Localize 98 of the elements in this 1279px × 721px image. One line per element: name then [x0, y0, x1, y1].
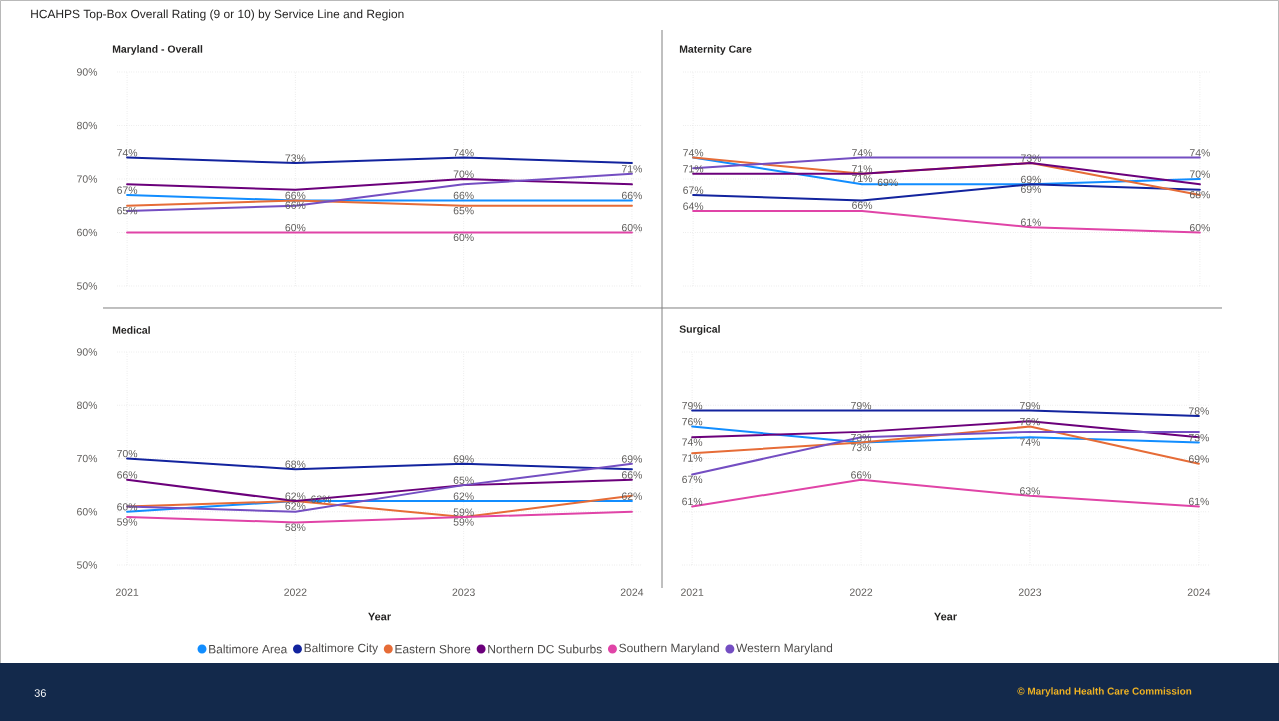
data-label: 69% [621, 455, 642, 463]
text: © Maryland Health Care Commission [1017, 687, 1192, 697]
data-label: 68% [285, 460, 306, 468]
text: 36 [34, 689, 46, 697]
data-label: 74% [852, 149, 873, 157]
data-label: 59% [117, 518, 138, 526]
legend-label: Eastern Shore [395, 644, 471, 654]
data-label: 66% [117, 471, 138, 479]
y-tick-label: 90% [77, 348, 98, 356]
data-label: 74% [117, 149, 138, 157]
data-label: 67% [683, 186, 704, 194]
data-label: 66% [852, 201, 873, 210]
data-label: 73% [851, 433, 872, 442]
data-label: 70% [453, 170, 474, 178]
data-label: 65% [453, 206, 474, 215]
data-label: 62% [621, 492, 642, 500]
data-label: 58% [285, 523, 306, 532]
data-label: 78% [1188, 407, 1209, 415]
data-label: 61% [1188, 497, 1209, 506]
data-label: 76% [682, 417, 703, 426]
data-label: 61% [1021, 218, 1042, 226]
y-tick-label: 60% [77, 508, 98, 516]
y-tick-label: 80% [77, 121, 98, 130]
data-label: 70% [1189, 170, 1210, 178]
legend-label: Southern Maryland [619, 643, 719, 655]
data-label: 71% [852, 165, 873, 173]
data-label: 76% [1020, 417, 1041, 426]
data-label: 62% [311, 495, 332, 503]
data-label: 60% [453, 233, 474, 242]
data-label: 73% [851, 443, 872, 452]
x-axis-title: Year [934, 612, 957, 621]
data-label: 69% [453, 455, 474, 463]
data-label: 69% [1021, 175, 1042, 184]
data-label: 60% [1189, 223, 1210, 232]
y-tick-label: 70% [77, 454, 98, 463]
legend-label: Baltimore City [304, 643, 379, 655]
data-label: 62% [285, 492, 306, 500]
data-label: 79% [682, 401, 703, 410]
y-tick-label: 50% [76, 282, 98, 290]
data-label: 67% [117, 186, 138, 194]
chart-title: Medical [112, 326, 150, 334]
data-label: 65% [117, 206, 138, 215]
data-label: 67% [682, 475, 703, 484]
x-tick-label: 2022 [284, 588, 307, 596]
data-label: 74% [1020, 438, 1041, 446]
legend-label: Baltimore Area [209, 644, 288, 654]
legend-label: Northern DC Suburbs [488, 644, 602, 654]
data-label: 71% [683, 165, 704, 173]
y-tick-label: 80% [77, 401, 98, 409]
chart-title: HCAHPS Top-Box Overall Rating (9 or 10) by Service Line and Region [31, 9, 404, 21]
x-axis-title: Year [368, 612, 391, 621]
data-label: 62% [285, 502, 306, 510]
data-label: 60% [621, 223, 642, 232]
data-label: 66% [851, 471, 872, 479]
data-label: 63% [1020, 487, 1041, 495]
chart-title: Surgical [679, 325, 720, 335]
data-label: 71% [682, 454, 703, 462]
y-tick-label: 50% [76, 561, 98, 569]
y-tick-label: 90% [77, 68, 98, 76]
data-label: 74% [453, 149, 474, 157]
data-label: 66% [285, 191, 306, 200]
legend-label: Western Maryland [736, 643, 833, 655]
data-label: 79% [1020, 401, 1041, 410]
data-label: 66% [621, 471, 642, 479]
data-label: 62% [453, 492, 474, 500]
chart-subtitle: Maryland - Overall [112, 45, 203, 55]
data-label: 59% [453, 508, 474, 516]
data-label: 59% [453, 518, 474, 526]
data-label: 69% [1188, 455, 1209, 463]
data-label: 73% [1188, 433, 1209, 442]
data-label: 65% [453, 476, 474, 484]
data-label: 74% [682, 438, 703, 446]
data-label: 69% [1021, 185, 1042, 193]
data-label: 66% [621, 191, 642, 200]
data-label: 79% [851, 401, 872, 410]
x-tick-label: 2021 [681, 588, 704, 596]
data-label: 66% [453, 191, 474, 200]
data-label: 60% [285, 223, 306, 232]
data-label: 73% [285, 154, 306, 162]
x-tick-label: 2021 [115, 588, 139, 596]
data-label: 61% [682, 497, 703, 506]
data-label: 74% [683, 149, 704, 157]
x-tick-label: 2023 [1018, 588, 1042, 596]
data-label: 68% [1189, 190, 1210, 199]
data-label: 64% [683, 202, 704, 210]
data-label: 73% [1021, 154, 1042, 162]
data-label: 74% [1189, 149, 1210, 157]
y-tick-label: 60% [77, 228, 98, 237]
data-label: 71% [852, 174, 873, 183]
data-label: 71% [621, 165, 642, 173]
x-tick-label: 2024 [1187, 588, 1211, 596]
x-tick-label: 2022 [849, 588, 873, 596]
x-tick-label: 2024 [620, 588, 644, 596]
y-tick-label: 70% [77, 175, 98, 183]
data-label: 70% [117, 449, 138, 458]
data-label: 60% [117, 503, 138, 511]
chart-title: Maternity Care [679, 45, 752, 55]
x-tick-label: 2023 [452, 588, 475, 596]
